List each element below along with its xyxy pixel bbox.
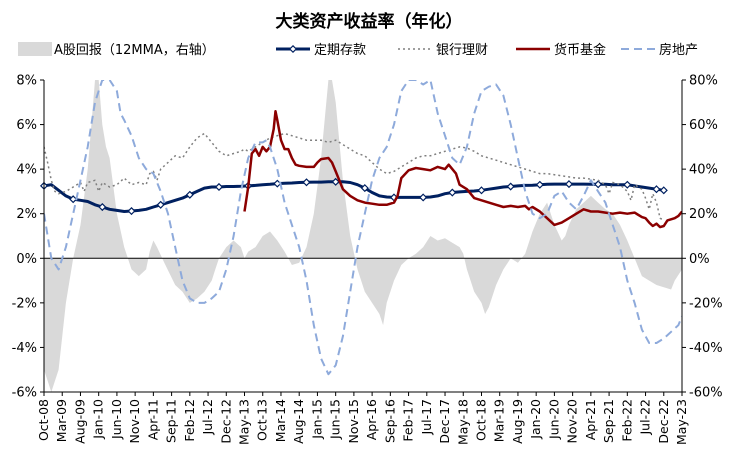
x-tick-label: Feb-22 — [619, 399, 634, 442]
real-estate-line — [44, 80, 682, 376]
x-tick-label: May-13 — [237, 399, 252, 445]
money-fund-legend-label: 货币基金 — [554, 42, 606, 58]
x-tick-label: Jul-22 — [638, 399, 653, 436]
time-deposit-marker — [564, 180, 574, 189]
left-tick-label: 0% — [16, 252, 37, 267]
right-tick-label: 80% — [689, 74, 718, 89]
right-tick-label: 0% — [689, 252, 710, 267]
x-tick-label: Apr-11 — [145, 399, 160, 440]
x-tick-label: Dec-22 — [656, 399, 671, 444]
x-tick-label: Sep-21 — [601, 399, 616, 443]
real-estate-legend-label: 房地产 — [659, 42, 698, 58]
x-tick-label: Oct-08 — [36, 399, 51, 441]
left-tick-label: -2% — [12, 296, 37, 311]
right-tick-label: -60% — [689, 386, 723, 401]
left-tick-label: 2% — [16, 207, 37, 222]
time-deposit-marker — [360, 184, 369, 193]
right-tick-label: 40% — [689, 163, 718, 178]
bank-wealth-line — [44, 132, 665, 222]
time-deposit-marker — [331, 177, 340, 186]
x-tick-label: Jul-17 — [419, 399, 434, 436]
money-fund-line — [243, 109, 682, 229]
legend: A股回报（12MMA，右轴） 定期存款 银行理财 货币基金 房地产 — [18, 42, 698, 58]
time-deposit-marker — [477, 186, 486, 195]
a-share-return-legend-swatch — [18, 42, 52, 56]
bank-wealth-legend-label: 银行理财 — [436, 43, 488, 58]
x-tick-label: Sep-16 — [382, 399, 397, 443]
x-tick-label: Feb-12 — [182, 399, 197, 442]
time-deposit-marker — [623, 180, 632, 189]
x-tick-label: Oct-13 — [255, 399, 270, 441]
time-deposit-line — [44, 180, 665, 213]
left-tick-label: 8% — [16, 74, 37, 89]
left-axis: -6% -4% -2% 0% 2% 4% 6% 8% — [12, 74, 45, 401]
x-tick-label: Jan-10 — [91, 399, 106, 440]
right-tick-label: -40% — [689, 341, 723, 356]
left-tick-label: -6% — [12, 386, 37, 401]
plot-area — [39, 80, 682, 392]
chart-title: 大类资产收益率（年化） — [276, 11, 463, 32]
time-deposit-legend-label: 定期存款 — [314, 43, 366, 58]
x-tick-label: Nov-15 — [346, 399, 361, 443]
x-tick-label: Nov-20 — [565, 399, 580, 444]
time-deposit-marker — [659, 186, 668, 195]
time-deposit-marker — [419, 193, 428, 202]
x-tick-label: Jun-10 — [109, 399, 124, 440]
x-tick-label: Mar-09 — [54, 399, 69, 442]
time-deposit-marker — [156, 200, 165, 209]
a-share-return-legend-label: A股回报（12MMA，右轴） — [54, 43, 215, 58]
time-deposit-marker — [652, 185, 661, 194]
time-deposit-marker — [214, 182, 224, 192]
x-tick-label: Mar-14 — [273, 399, 288, 442]
a-share-return-area — [44, 80, 682, 392]
right-tick-label: 60% — [689, 118, 718, 133]
x-tick-label: Aug-19 — [510, 399, 525, 444]
time-deposit-legend-marker — [288, 44, 298, 54]
x-tick-label: Jun-15 — [328, 399, 343, 440]
time-deposit-marker — [185, 190, 194, 199]
x-tick-label: Dec-12 — [218, 399, 233, 444]
time-deposit-marker — [127, 206, 136, 216]
x-tick-label: Jan-20 — [528, 399, 543, 440]
x-tick-label: May-23 — [674, 399, 689, 445]
x-tick-label: Apr-21 — [583, 399, 598, 440]
time-deposit-marker — [69, 195, 78, 204]
time-deposit-marker — [98, 202, 107, 212]
x-tick-label: Jun-20 — [546, 399, 561, 440]
right-axis: -60% -40% -20% 0% 20% 40% 60% 80% — [681, 74, 723, 401]
x-tick-label: Oct-18 — [473, 399, 488, 441]
right-tick-label: -20% — [689, 296, 723, 311]
x-tick-label: Nov-10 — [127, 399, 142, 444]
x-tick-label: Apr-16 — [364, 399, 379, 440]
time-deposit-marker — [302, 178, 311, 187]
x-tick-label: Aug-14 — [291, 399, 306, 444]
left-tick-label: 6% — [16, 118, 37, 133]
x-tick-label: Aug-09 — [72, 399, 87, 444]
time-deposit-marker — [506, 182, 515, 191]
right-tick-label: 20% — [689, 207, 718, 222]
x-tick-label: Jul-12 — [200, 399, 215, 436]
x-tick-label: Sep-11 — [164, 399, 179, 443]
time-deposit-marker — [448, 188, 457, 197]
time-deposit-marker — [594, 180, 603, 189]
time-deposit-marker — [535, 180, 544, 189]
x-tick-label: May-18 — [455, 399, 470, 445]
x-tick-label: Jan-15 — [309, 399, 324, 440]
left-tick-label: 4% — [16, 163, 37, 178]
x-axis: Oct-08 Mar-09 Aug-09 Jan-10 Jun-10 Nov-10 Apr-… — [36, 391, 689, 445]
x-tick-label: Dec-17 — [437, 399, 452, 444]
x-tick-label: Mar-19 — [492, 399, 507, 442]
left-tick-label: -4% — [12, 341, 37, 356]
x-tick-label: Feb-17 — [401, 399, 416, 442]
